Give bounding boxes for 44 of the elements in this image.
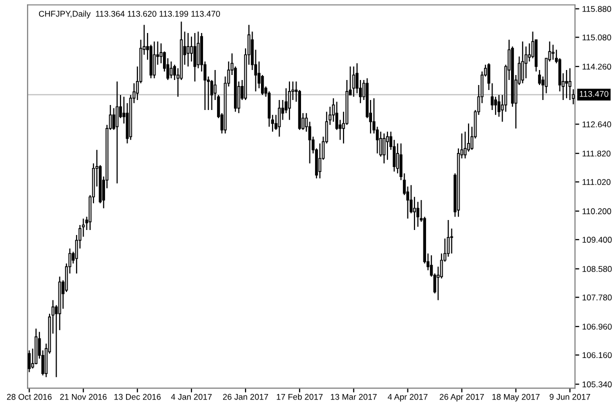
x-tick-label: 21 Nov 2016 [60, 394, 107, 400]
candlestick [494, 96, 498, 116]
x-tick-label: 26 Jan 2017 [223, 394, 268, 400]
y-tick-label: 115.080 [582, 34, 612, 40]
candlestick [193, 32, 196, 82]
candlestick [382, 132, 386, 164]
x-tick-label: 4 Jan 2017 [171, 394, 212, 400]
y-tick-label: 112.640 [582, 121, 612, 128]
candlestick [186, 32, 190, 68]
candlestick [352, 66, 356, 98]
candlestick [521, 41, 524, 84]
candlestick [568, 68, 572, 101]
candlestick [565, 70, 568, 99]
y-tick-label: 106.160 [582, 352, 612, 358]
y-tick-label: 109.400 [582, 236, 612, 243]
x-tick-label: 9 Jun 2017 [550, 394, 590, 400]
y-tick-label: 110.200 [582, 208, 612, 214]
candlestick [416, 201, 420, 228]
y-tick-label: 105.340 [582, 381, 612, 388]
x-tick-label: 26 Apr 2017 [440, 394, 484, 402]
y-tick-label: 111.820 [582, 150, 611, 157]
x-tick-label: 4 Apr 2017 [388, 394, 428, 402]
y-tick-label: 115.880 [582, 6, 612, 12]
candlestick [116, 80, 119, 184]
candlestick [498, 94, 500, 118]
x-tick-label: 17 Feb 2017 [276, 394, 323, 400]
candlestick [524, 46, 528, 79]
y-tick-label: 106.960 [582, 324, 612, 330]
x-tick-label: 13 Dec 2016 [114, 394, 161, 400]
candlestick [288, 80, 291, 120]
candlestick [386, 131, 389, 160]
x-tick-label: 18 May 2017 [492, 394, 540, 402]
y-tick-label: 114.260 [582, 64, 612, 70]
y-tick-label: 107.780 [582, 294, 612, 300]
candlestick [28, 350, 31, 373]
candlestick [413, 196, 416, 231]
y-tick-label: 111.020 [582, 179, 611, 185]
x-tick-label: 28 Oct 2016 [6, 394, 52, 400]
candlestick [278, 99, 281, 138]
y-tick-label: 108.580 [582, 266, 612, 272]
ref-line-label: 113.470 [580, 90, 608, 97]
text: CHFJPY,Daily 113.364 113.620 113.199 113.470 [38, 10, 220, 18]
x-tick-label: 13 Mar 2017 [330, 394, 377, 400]
candlestick [552, 44, 554, 60]
